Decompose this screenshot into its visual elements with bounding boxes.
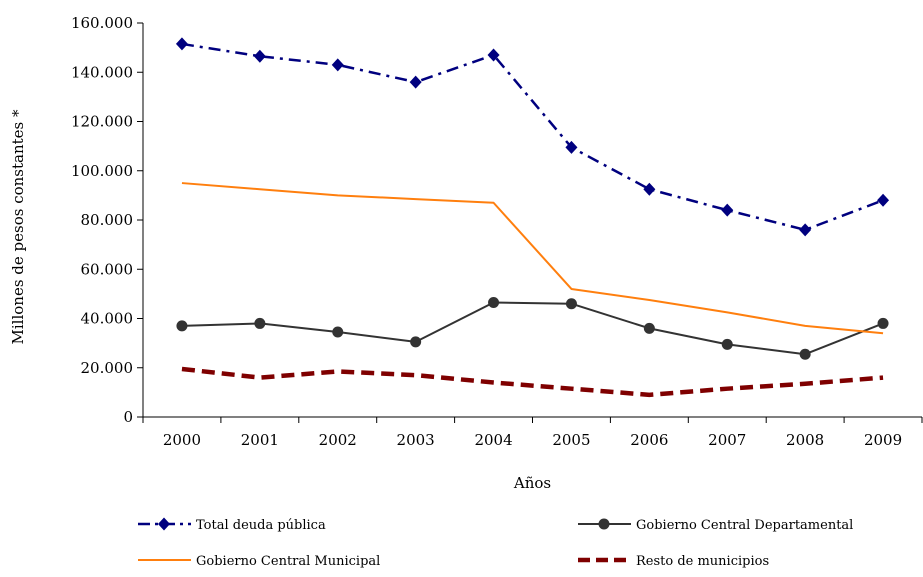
legend-item: Gobierno Central Municipal	[138, 554, 380, 569]
data-point	[254, 317, 266, 329]
y-tick-label: 80.000	[81, 211, 134, 229]
x-tick-label: 2009	[864, 431, 902, 449]
series-line	[181, 301, 884, 356]
y-tick-label: 140.000	[71, 63, 133, 81]
x-tick-label: 2002	[319, 431, 357, 449]
series-line	[181, 42, 884, 232]
data-point	[565, 140, 578, 154]
x-tick-label: 2008	[786, 431, 824, 449]
data-point	[799, 223, 812, 237]
data-point	[176, 320, 188, 332]
series-resto-de-municipios	[181, 366, 884, 398]
legend-label: Resto de municipios	[636, 554, 769, 569]
series-gobierno-central-municipal	[181, 182, 884, 335]
data-point	[331, 58, 344, 72]
axis-titles: Años Millones de pesos constantes *	[9, 109, 551, 492]
series-layer	[175, 37, 890, 398]
y-axis-title: Millones de pesos constantes *	[9, 109, 27, 344]
data-point	[643, 322, 655, 334]
legend-label: Gobierno Central Municipal	[196, 554, 380, 569]
legend-label: Gobierno Central Departamental	[636, 518, 853, 533]
data-point	[488, 296, 500, 308]
series-total-deuda-p-blica	[175, 37, 890, 237]
x-tick-label: 2007	[708, 431, 746, 449]
x-axis-title: Años	[513, 474, 551, 492]
y-tick-label: 120.000	[71, 113, 133, 131]
legend-item: Resto de municipios	[578, 554, 769, 569]
y-tick-label: 0	[123, 408, 133, 426]
data-point	[175, 37, 188, 51]
data-point	[721, 338, 733, 350]
data-point	[799, 348, 811, 360]
legend-item: Gobierno Central Departamental	[578, 518, 853, 533]
legend-marker	[598, 518, 610, 530]
series-line	[181, 366, 884, 398]
data-point	[877, 193, 890, 207]
series-gobierno-central-departamental	[176, 296, 889, 360]
legend-label: Total deuda pública	[196, 518, 326, 533]
x-tick-label: 2004	[474, 431, 512, 449]
x-tick-label: 2001	[241, 431, 279, 449]
x-tick-label: 2000	[163, 431, 201, 449]
y-tick-label: 40.000	[81, 310, 134, 328]
y-tick-label: 20.000	[81, 359, 134, 377]
y-tick-label: 160.000	[71, 14, 133, 32]
y-tick-label: 100.000	[71, 162, 133, 180]
data-point	[565, 298, 577, 310]
data-point	[410, 336, 422, 348]
data-point	[409, 75, 422, 89]
x-tick-label: 2005	[552, 431, 590, 449]
y-tick-label: 60.000	[81, 260, 134, 278]
data-point	[487, 48, 500, 62]
series-line	[181, 182, 884, 335]
legend: Total deuda pública Gobierno Central Depa…	[138, 517, 853, 569]
legend-marker	[158, 517, 170, 531]
data-point	[877, 317, 889, 329]
data-point	[332, 326, 344, 338]
x-tick-label: 2003	[397, 431, 435, 449]
data-point	[643, 182, 656, 196]
data-point	[721, 203, 734, 217]
x-tick-label: 2006	[630, 431, 668, 449]
axes: 0 20.000 40.000 60.000 80.000 100.000 120.000 1…	[71, 14, 923, 449]
data-point	[253, 49, 266, 63]
legend-item: Total deuda pública	[138, 517, 326, 533]
